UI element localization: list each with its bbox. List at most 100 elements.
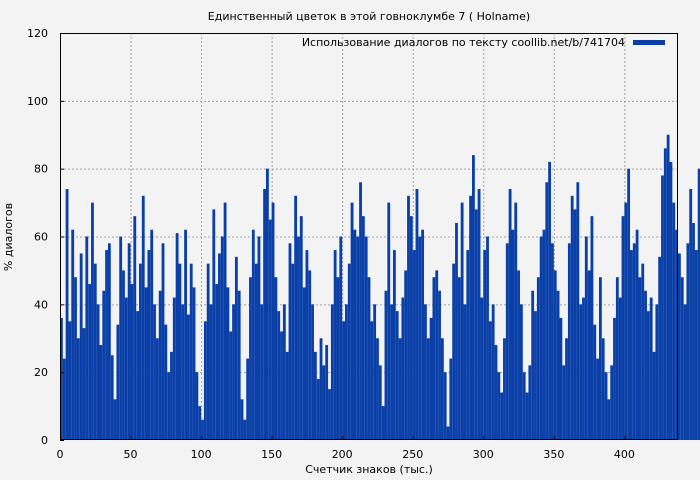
y-axis-label: % диалогов bbox=[2, 203, 15, 271]
bar bbox=[153, 304, 156, 440]
bar bbox=[240, 399, 244, 440]
bar bbox=[68, 321, 72, 440]
bar bbox=[415, 189, 419, 440]
bar bbox=[649, 297, 653, 440]
bar bbox=[658, 256, 662, 440]
bar bbox=[246, 358, 250, 440]
bar bbox=[60, 317, 63, 440]
bar bbox=[579, 304, 583, 440]
bar bbox=[232, 304, 235, 440]
bar bbox=[573, 209, 577, 440]
chart-title: Единственный цветок в этой говноклумбе 7… bbox=[208, 10, 530, 23]
bar bbox=[551, 243, 554, 440]
bar bbox=[62, 358, 66, 440]
x-tick-label: 100 bbox=[191, 448, 212, 461]
bar bbox=[534, 311, 537, 440]
bar bbox=[508, 189, 512, 440]
bar bbox=[412, 250, 416, 440]
bar bbox=[350, 202, 354, 440]
bar bbox=[158, 290, 162, 440]
bar bbox=[260, 304, 264, 440]
bar bbox=[610, 365, 614, 440]
bar bbox=[130, 283, 134, 440]
bar bbox=[697, 168, 700, 440]
bar bbox=[74, 277, 77, 440]
x-tick-label: 150 bbox=[261, 448, 282, 461]
bar bbox=[435, 270, 439, 440]
bar bbox=[164, 324, 168, 440]
bar bbox=[497, 372, 501, 440]
bar bbox=[373, 304, 377, 440]
bar bbox=[601, 338, 605, 440]
bar bbox=[644, 290, 647, 440]
bar bbox=[170, 351, 173, 440]
bar bbox=[353, 229, 357, 440]
bar bbox=[285, 351, 289, 440]
bar bbox=[254, 263, 258, 440]
y-tick-label: 100 bbox=[27, 95, 48, 108]
bar bbox=[404, 270, 408, 440]
bar bbox=[449, 358, 453, 440]
bar bbox=[500, 392, 504, 440]
bar bbox=[136, 311, 140, 440]
bar bbox=[102, 290, 106, 440]
bar-series bbox=[60, 134, 700, 441]
bar bbox=[282, 304, 286, 440]
y-axis: 0 20 40 60 80 100 120 bbox=[27, 27, 64, 447]
bar bbox=[364, 236, 368, 440]
bar bbox=[590, 216, 594, 440]
bar bbox=[426, 338, 430, 440]
bar bbox=[223, 202, 227, 440]
bar bbox=[203, 321, 207, 440]
bar bbox=[446, 426, 450, 440]
bar bbox=[567, 243, 571, 440]
bar bbox=[144, 287, 148, 440]
bar bbox=[646, 311, 650, 440]
bar bbox=[511, 229, 515, 440]
bar bbox=[661, 175, 664, 440]
bar bbox=[519, 304, 523, 440]
bar bbox=[545, 182, 549, 440]
bar bbox=[322, 365, 326, 440]
bar bbox=[392, 250, 396, 440]
bar bbox=[172, 297, 176, 440]
bar bbox=[635, 229, 639, 440]
y-tick-label: 0 bbox=[41, 434, 48, 447]
bar bbox=[243, 419, 247, 440]
bar bbox=[395, 311, 399, 440]
bar bbox=[584, 236, 588, 440]
bar bbox=[189, 263, 193, 440]
bar bbox=[347, 263, 351, 440]
bar bbox=[480, 297, 484, 440]
bar bbox=[378, 365, 382, 440]
bar bbox=[328, 389, 331, 440]
bar bbox=[678, 253, 681, 440]
bar bbox=[342, 321, 346, 440]
bar bbox=[607, 399, 611, 440]
bar bbox=[494, 345, 498, 440]
bar bbox=[305, 250, 309, 440]
bar bbox=[133, 216, 137, 440]
bar bbox=[113, 399, 117, 440]
bar bbox=[105, 250, 108, 440]
legend: Использование диалогов по тексту coollib… bbox=[302, 36, 665, 49]
bar bbox=[107, 243, 111, 440]
bar bbox=[218, 253, 221, 440]
y-tick-label: 40 bbox=[34, 298, 48, 311]
bar bbox=[359, 182, 362, 440]
bar bbox=[302, 287, 306, 440]
bar bbox=[181, 304, 185, 440]
bar bbox=[150, 229, 154, 440]
bar bbox=[553, 270, 557, 440]
bar bbox=[638, 277, 642, 440]
bar bbox=[542, 229, 546, 440]
bar bbox=[155, 338, 159, 440]
bar bbox=[263, 189, 266, 440]
bar bbox=[76, 338, 80, 440]
bar bbox=[297, 236, 300, 440]
bar bbox=[139, 263, 142, 440]
bar bbox=[472, 155, 475, 440]
bar bbox=[683, 304, 687, 440]
bar bbox=[463, 304, 467, 440]
bar bbox=[443, 372, 447, 440]
